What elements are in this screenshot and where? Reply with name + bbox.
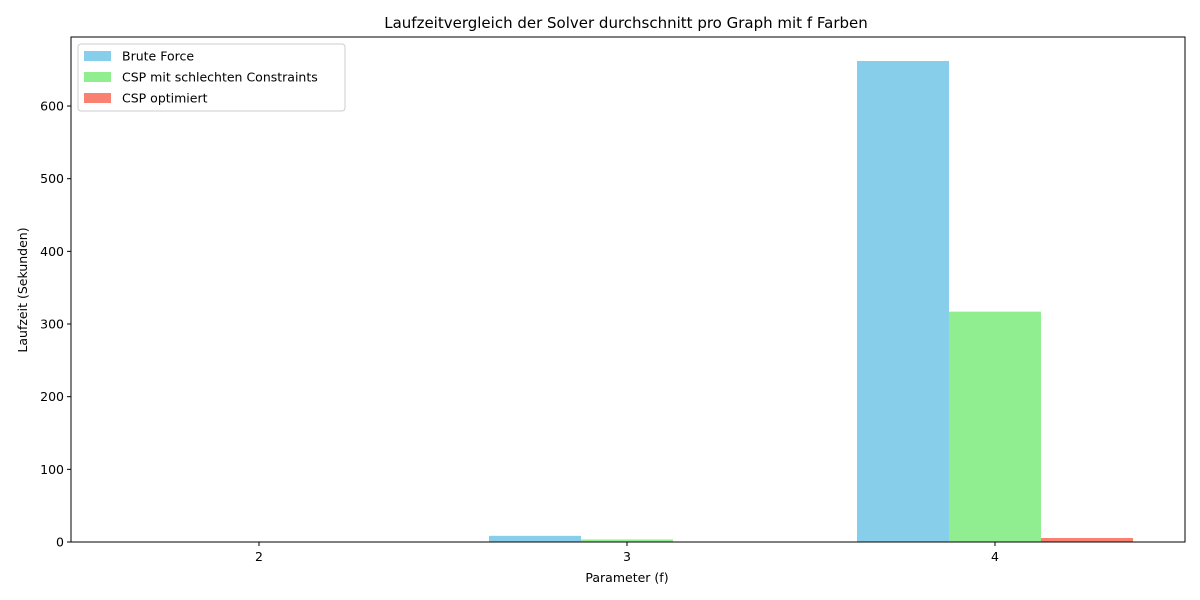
y-tick-label: 400 <box>40 244 64 259</box>
bar-csp-mit-schlechten-constraints-4 <box>949 311 1041 542</box>
legend-swatch <box>84 93 111 103</box>
y-tick-label: 0 <box>56 535 64 550</box>
chart-title: Laufzeitvergleich der Solver durchschnit… <box>384 14 868 32</box>
x-axis-label: Parameter (f) <box>585 570 668 585</box>
y-tick-label: 600 <box>40 99 64 114</box>
bar-csp-optimiert-4 <box>1041 538 1133 542</box>
bar-csp-mit-schlechten-constraints-3 <box>581 539 673 542</box>
plot-area-frame <box>70 36 1186 543</box>
bars-layer <box>121 60 1133 542</box>
bar-brute-force-3 <box>489 535 581 542</box>
legend-swatch <box>84 51 111 61</box>
y-tick-label: 500 <box>40 171 64 186</box>
y-axis: 0 100 200 300 400 500 600 <box>40 99 71 550</box>
legend-label: Brute Force <box>122 49 194 64</box>
legend: Brute Force CSP mit schlechten Constraint… <box>77 43 346 112</box>
x-tick-label: 2 <box>255 549 263 564</box>
y-tick-label: 300 <box>40 317 64 332</box>
legend-swatch <box>84 72 111 82</box>
y-tick-label: 100 <box>40 462 64 477</box>
y-axis-label: Laufzeit (Sekunden) <box>15 227 30 352</box>
y-tick-label: 200 <box>40 389 64 404</box>
x-axis: 2 3 4 <box>255 542 999 564</box>
legend-frame <box>77 43 346 112</box>
legend-label: CSP optimiert <box>122 91 208 106</box>
x-tick-label: 3 <box>623 549 631 564</box>
legend-label: CSP mit schlechten Constraints <box>122 70 318 85</box>
x-tick-label: 4 <box>991 549 999 564</box>
bar-brute-force-4 <box>857 60 949 542</box>
